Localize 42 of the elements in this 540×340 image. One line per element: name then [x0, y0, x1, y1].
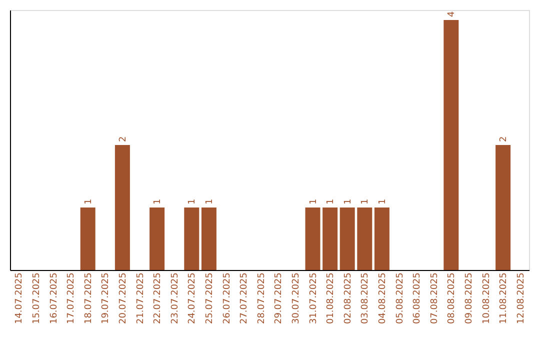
x-tick-label: 25.07.2025	[204, 272, 215, 324]
data-label: 4	[447, 11, 458, 17]
data-label: 1	[343, 198, 354, 204]
data-label: 1	[308, 198, 319, 204]
data-label: 1	[84, 198, 94, 204]
x-tick-label: 23.07.2025	[170, 272, 180, 324]
x-tick-label: 24.07.2025	[188, 272, 198, 324]
data-label: 1	[378, 198, 388, 204]
x-tick-label: 14.07.2025	[14, 272, 25, 324]
x-tick-label: 02.08.2025	[343, 272, 354, 324]
x-tick-label: 08.08.2025	[447, 272, 458, 324]
x-tick-label: 04.08.2025	[378, 272, 388, 324]
x-tick-label: 29.07.2025	[274, 272, 284, 324]
x-tick-label: 21.07.2025	[136, 272, 146, 324]
x-tick-label: 10.08.2025	[482, 272, 492, 324]
data-label: 1	[188, 198, 198, 204]
x-tick-label: 26.07.2025	[222, 272, 232, 324]
data-label: 1	[360, 198, 371, 204]
x-tick-label: 31.07.2025	[308, 272, 319, 324]
x-tick-label: 09.08.2025	[464, 272, 474, 324]
data-label: 2	[499, 136, 510, 142]
data-label: 2	[118, 136, 128, 142]
x-tick-label: 22.07.2025	[153, 272, 164, 324]
x-tick-label: 27.07.2025	[240, 272, 250, 324]
x-tick-label: 19.07.2025	[101, 272, 112, 324]
x-tick-label: 16.07.2025	[49, 272, 60, 324]
x-tick-label: 28.07.2025	[256, 272, 267, 324]
x-tick-label: 20.07.2025	[118, 272, 128, 324]
x-tick-label: 15.07.2025	[32, 272, 42, 324]
x-tick-label: 30.07.2025	[291, 272, 302, 324]
data-label: 1	[326, 198, 336, 204]
x-tick-label: 11.08.2025	[499, 272, 510, 324]
data-label: 1	[204, 198, 215, 204]
x-tick-label: 12.08.2025	[516, 272, 526, 324]
x-tick-label: 01.08.2025	[326, 272, 336, 324]
x-tick-label: 03.08.2025	[360, 272, 371, 324]
x-tick-label: 07.08.2025	[430, 272, 440, 324]
x-tick-label: 06.08.2025	[412, 272, 423, 324]
x-tick-label: 18.07.2025	[84, 272, 94, 324]
data-label: 1	[153, 198, 164, 204]
x-tick-label: 17.07.2025	[66, 272, 77, 324]
x-tick-label: 05.08.2025	[395, 272, 406, 324]
